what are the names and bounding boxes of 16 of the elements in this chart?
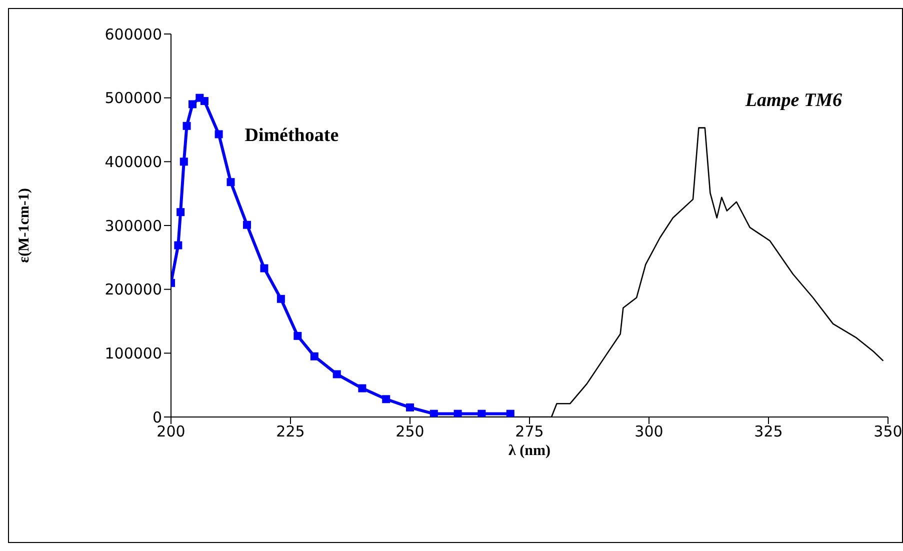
y-tick-label: 200000 <box>104 280 162 299</box>
text: Lampe TM6 <box>744 90 842 111</box>
y-tick-label: 100000 <box>104 344 162 362</box>
x-tick-label: 300 <box>634 422 664 441</box>
y-tick-label: 300000 <box>104 216 162 235</box>
y-tick-label: 400000 <box>104 152 162 171</box>
y-tick-label: 500000 <box>104 89 162 108</box>
x-tick-label: 275 <box>515 422 544 441</box>
y-tick-label: 600000 <box>104 25 162 44</box>
x-tick-label: 225 <box>276 422 305 441</box>
x-axis-title: λ (nm) <box>508 443 550 459</box>
x-tick-label: 325 <box>754 422 783 441</box>
x-tick-label: 250 <box>396 422 424 441</box>
series-label: Diméthoate <box>244 124 339 146</box>
x-tick-label: 350 <box>874 422 902 441</box>
y-axis-title: ε(M-1cm-1) <box>16 188 32 263</box>
